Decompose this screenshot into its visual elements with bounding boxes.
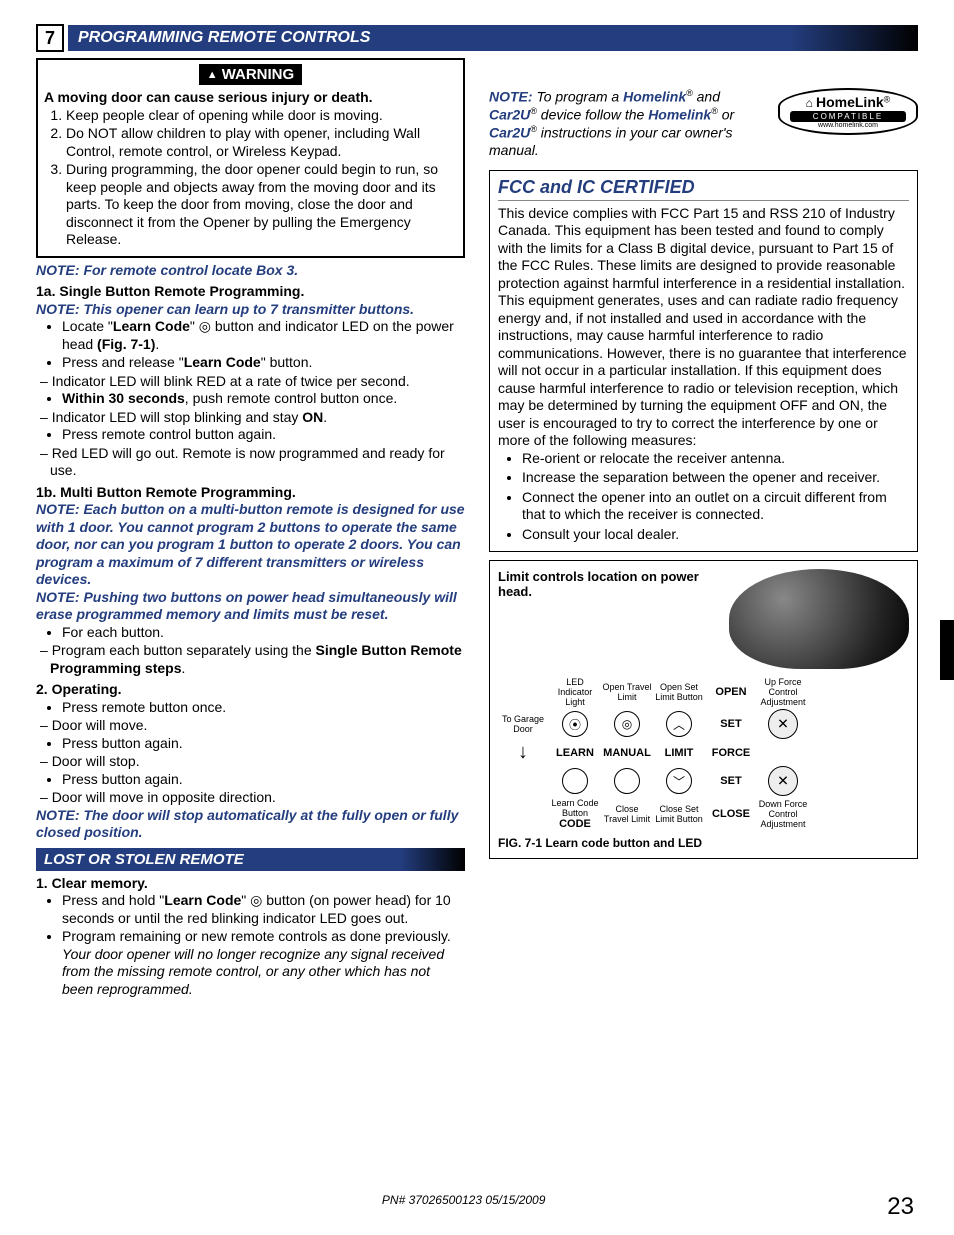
label-learn: LEARN [556, 747, 594, 759]
step-detail: Indicator LED will blink RED at a rate o… [36, 373, 465, 391]
warning-headline: A moving door can cause serious injury o… [44, 89, 457, 107]
label-manual: MANUAL [603, 747, 651, 759]
step-item: Program remaining or new remote controls… [62, 928, 465, 998]
arrow-down-icon: ↓ [518, 741, 528, 764]
fcc-item: Consult your local dealer. [522, 526, 909, 544]
step-detail: Door will move. [36, 717, 465, 735]
close-set-icon: ﹀ [666, 768, 692, 794]
step-item: Press remote button once. [62, 699, 465, 717]
label-set2: SET [720, 775, 741, 787]
warning-box: WARNING A moving door can cause serious … [36, 58, 465, 258]
note-multi: NOTE: Each button on a multi-button remo… [36, 501, 465, 589]
label-up-force: Up Force Control Adjustment [758, 677, 808, 707]
right-column: ⌂ HomeLink® COMPATIBLE www.homelink.com … [489, 58, 918, 999]
step-item: Press button again. [62, 771, 465, 789]
page-footer: PN# 37026500123 05/15/2009 23 [0, 1193, 954, 1221]
section-number: 7 [36, 24, 64, 52]
control-panel-diagram: LED Indicator Light Open Travel Limit Op… [498, 677, 909, 830]
step-item: Press remote control button again. [62, 426, 465, 444]
led-icon: ⦿ [562, 711, 588, 737]
step-item: Press and hold "Learn Code" ◎ button (on… [62, 892, 465, 927]
label-set: SET [720, 718, 741, 730]
power-head-illustration [729, 569, 909, 669]
open-set-icon: ︿ [666, 711, 692, 737]
warning-item: Keep people clear of opening while door … [66, 107, 457, 125]
note-locate-box: NOTE: For remote control locate Box 3. [36, 262, 465, 280]
label-close-set: Close Set Limit Button [654, 804, 704, 824]
label-limit: LIMIT [665, 747, 694, 759]
label-to-garage: To Garage Door [498, 714, 548, 734]
figure-caption: FIG. 7-1 Learn code button and LED [498, 836, 909, 850]
fcc-item: Connect the opener into an outlet on a c… [522, 489, 909, 524]
warning-item: Do NOT allow children to play with opene… [66, 125, 457, 160]
step-detail: Door will move in opposite direction. [36, 789, 465, 807]
note-erase: NOTE: Pushing two buttons on power head … [36, 589, 465, 624]
fcc-body: This device complies with FCC Part 15 an… [498, 205, 909, 450]
label-down-force: Down Force Control Adjustment [758, 799, 808, 829]
step-detail: Program each button separately using the… [36, 642, 465, 677]
step-item: For each button. [62, 624, 465, 642]
note-learn7: NOTE: This opener can learn up to 7 tran… [36, 301, 465, 319]
label-close-travel: Close Travel Limit [602, 804, 652, 824]
step-detail: Door will stop. [36, 753, 465, 771]
warning-item: During programming, the door opener coul… [66, 161, 457, 249]
fcc-item: Increase the separation between the open… [522, 469, 909, 487]
label-led: LED Indicator Light [550, 677, 600, 707]
label-force: FORCE [712, 747, 751, 759]
fcc-title: FCC and IC CERTIFIED [498, 177, 909, 201]
diagram-note: Limit controls location on power head. [498, 569, 721, 669]
left-column: WARNING A moving door can cause serious … [36, 58, 465, 999]
label-open-travel: Open Travel Limit [602, 682, 652, 702]
fcc-box: FCC and IC CERTIFIED This device complie… [489, 170, 918, 553]
clear-memory-title: 1. Clear memory. [36, 875, 465, 893]
down-force-knob [768, 766, 798, 796]
up-force-knob [768, 709, 798, 739]
fcc-item: Re-orient or relocate the receiver anten… [522, 450, 909, 468]
label-learn-code: Learn Code Button CODE [550, 798, 600, 830]
step-detail: Red LED will go out. Remote is now progr… [36, 445, 465, 480]
warning-label: WARNING [199, 64, 302, 85]
part-number: PN# 37026500123 05/15/2009 [382, 1193, 545, 1221]
step-detail: Indicator LED will stop blinking and sta… [36, 409, 465, 427]
label-open-set: Open Set Limit Button [654, 682, 704, 702]
label-open: OPEN [715, 686, 746, 698]
page-edge-tab [940, 620, 954, 680]
homelink-badge: ⌂ HomeLink® COMPATIBLE www.homelink.com [778, 88, 918, 135]
step-item: Locate "Learn Code" ◎ button and indicat… [62, 318, 465, 353]
step-item: Press button again. [62, 735, 465, 753]
section-2-title: 2. Operating. [36, 681, 465, 699]
page-number: 23 [887, 1193, 914, 1221]
section-header: 7 PROGRAMMING REMOTE CONTROLS [36, 24, 918, 52]
learn-code-icon [562, 768, 588, 794]
section-title: PROGRAMMING REMOTE CONTROLS [68, 25, 918, 51]
lost-remote-bar: LOST OR STOLEN REMOTE [36, 848, 465, 871]
label-close: CLOSE [712, 808, 750, 820]
diagram-box: Limit controls location on power head. L… [489, 560, 918, 859]
close-travel-icon [614, 768, 640, 794]
open-travel-icon: ◎ [614, 711, 640, 737]
section-1a-title: 1a. Single Button Remote Programming. [36, 283, 465, 301]
step-item: Press and release "Learn Code" button. [62, 354, 465, 372]
section-1b-title: 1b. Multi Button Remote Programming. [36, 484, 465, 502]
note-autostop: NOTE: The door will stop automatically a… [36, 807, 465, 842]
step-item: Within 30 seconds, push remote control b… [62, 390, 465, 408]
